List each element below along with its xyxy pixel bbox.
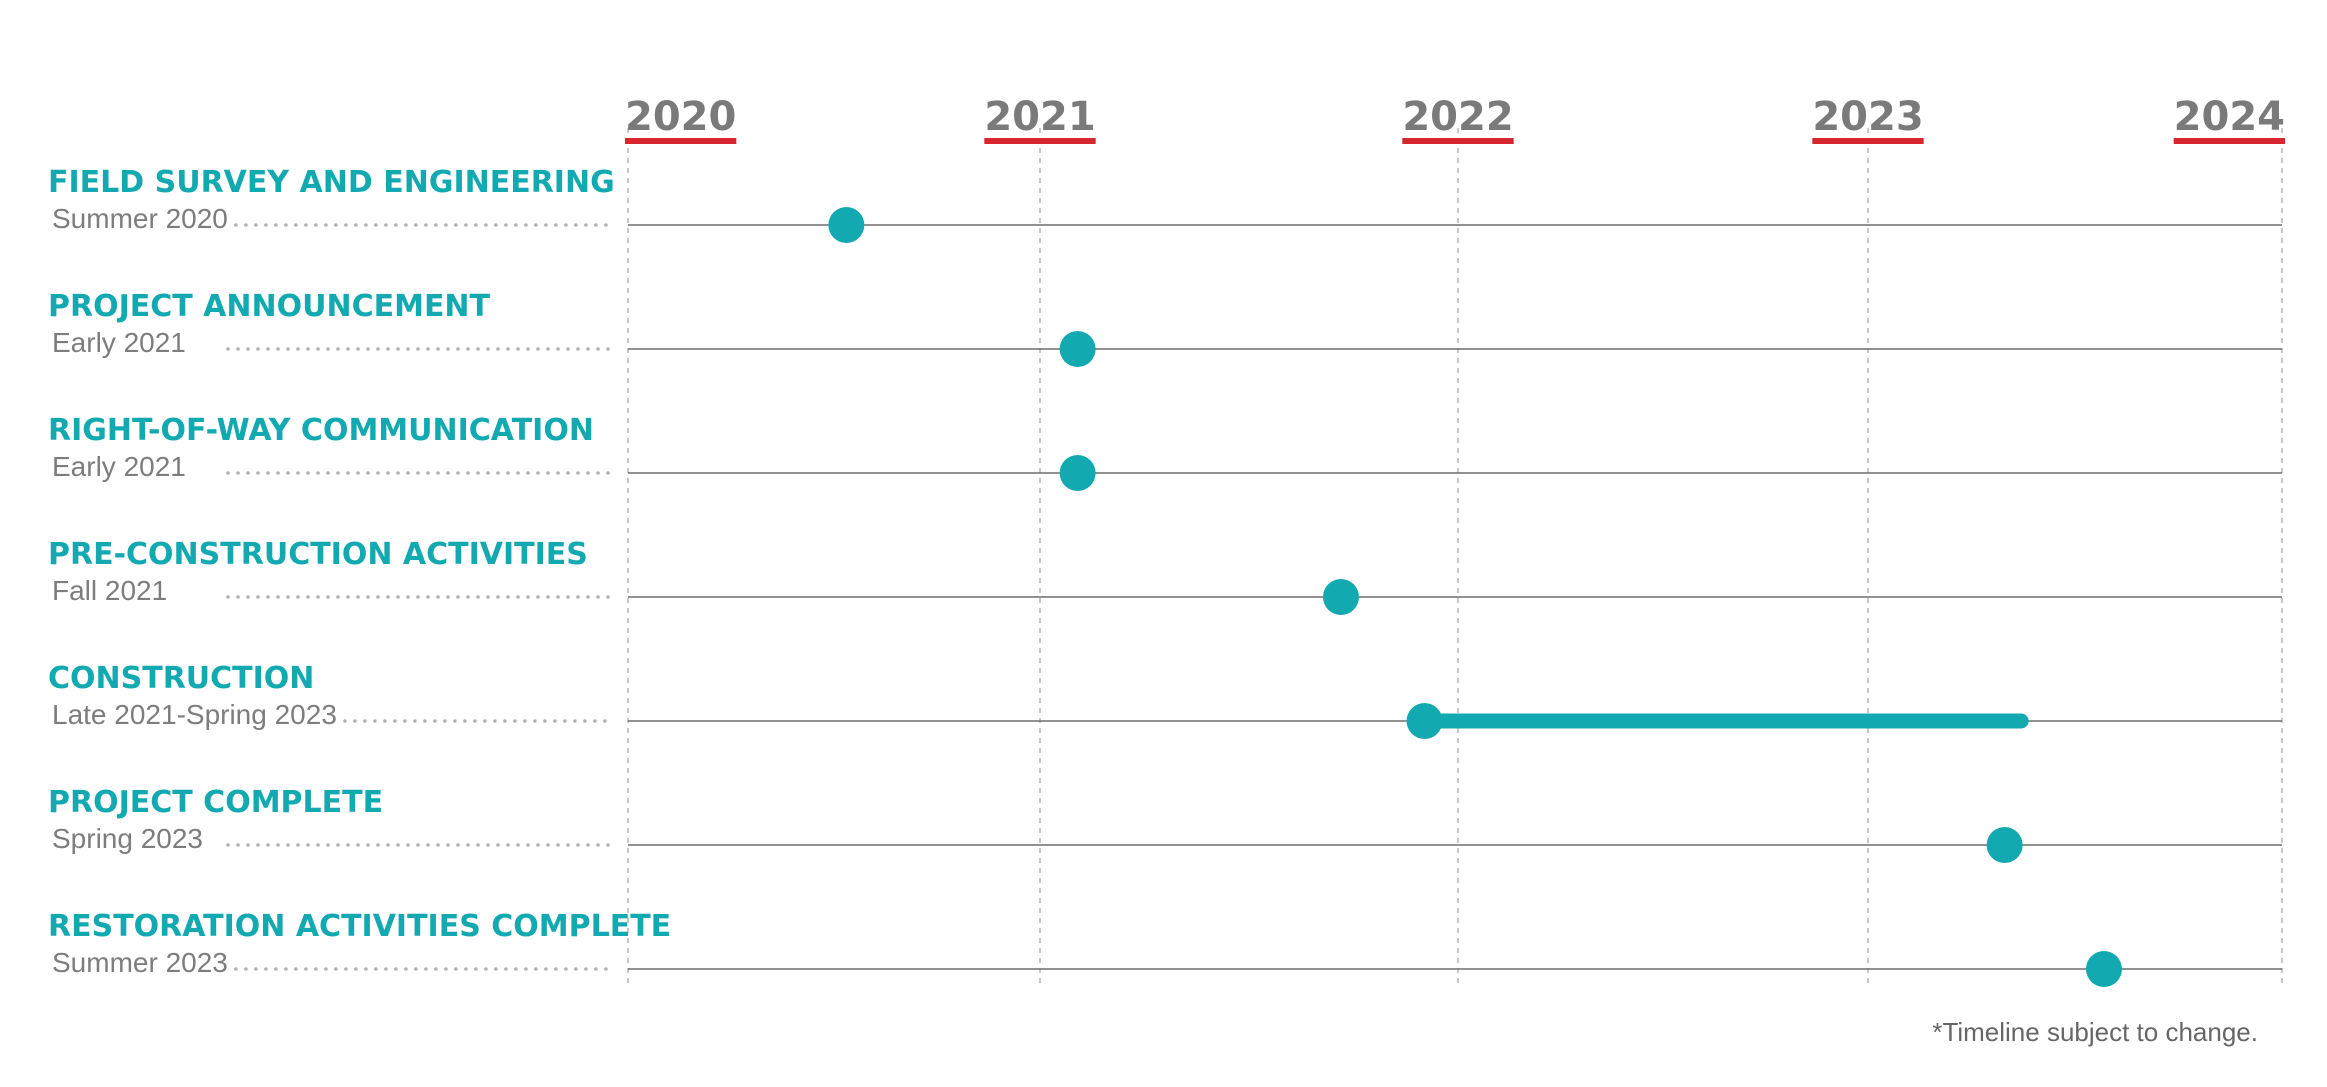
task-name: RESTORATION ACTIVITIES COMPLETE bbox=[48, 909, 671, 944]
year-label-2023: 2023 bbox=[1812, 94, 1923, 140]
task-name: PROJECT COMPLETE bbox=[48, 785, 383, 820]
milestone-dot bbox=[1059, 455, 1096, 491]
year-underline-2022 bbox=[1402, 138, 1514, 144]
milestone-dot bbox=[1059, 331, 1096, 367]
task-date-label: Summer 2023 bbox=[52, 947, 228, 978]
task-date-label: Spring 2023 bbox=[52, 823, 203, 854]
year-underline-2023 bbox=[1812, 138, 1924, 144]
milestone-dot bbox=[1406, 703, 1443, 739]
task-name: PROJECT ANNOUNCEMENT bbox=[48, 289, 491, 324]
task-name: RIGHT-OF-WAY COMMUNICATION bbox=[48, 413, 594, 448]
milestone-dot bbox=[1322, 579, 1359, 615]
task-date-label: Summer 2020 bbox=[52, 203, 228, 234]
year-underline-2021 bbox=[984, 138, 1096, 144]
task-date-label: Fall 2021 bbox=[52, 575, 167, 606]
task-date-label: Early 2021 bbox=[52, 327, 186, 358]
task-date-label: Early 2021 bbox=[52, 451, 186, 482]
year-label-2021: 2021 bbox=[984, 94, 1095, 140]
task-name: CONSTRUCTION bbox=[48, 661, 314, 696]
milestone-dot bbox=[2085, 951, 2122, 987]
year-gridlines bbox=[627, 128, 2283, 985]
year-underline-2020 bbox=[625, 138, 737, 144]
year-axis: 2020 2021 2022 2023 2024 bbox=[625, 94, 2285, 144]
year-label-2024: 2024 bbox=[2174, 94, 2285, 140]
milestone-dot bbox=[1986, 827, 2023, 863]
milestone-dot bbox=[828, 207, 865, 243]
task-date-label: Late 2021-Spring 2023 bbox=[52, 699, 337, 730]
year-underline-2024 bbox=[2173, 138, 2285, 144]
year-label-2020: 2020 bbox=[625, 94, 736, 140]
task-name: FIELD SURVEY AND ENGINEERING bbox=[48, 165, 615, 200]
timeline-footnote: *Timeline subject to change. bbox=[1932, 1017, 2258, 1047]
task-name: PRE-CONSTRUCTION ACTIVITIES bbox=[48, 537, 588, 572]
year-label-2022: 2022 bbox=[1402, 94, 1513, 140]
